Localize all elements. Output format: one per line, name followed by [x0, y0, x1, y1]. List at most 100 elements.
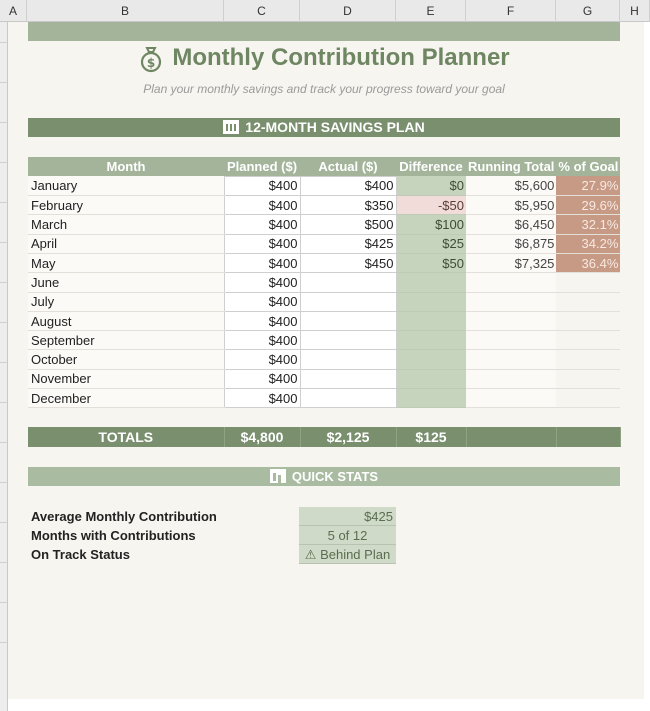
actual-cell[interactable]: $425 [299, 233, 397, 254]
difference-cell[interactable] [396, 388, 466, 409]
header-planned[interactable]: Planned ($) [224, 157, 300, 177]
planned-cell[interactable]: $400 [223, 349, 301, 370]
planned-cell[interactable]: $400 [223, 233, 301, 254]
totals-pct-blank[interactable] [556, 427, 621, 447]
running-total-cell[interactable] [466, 292, 557, 312]
worksheet[interactable]: $ Monthly Contribution Planner Plan your… [8, 22, 644, 699]
month-cell[interactable]: January [28, 176, 224, 197]
planned-cell[interactable]: $400 [223, 330, 301, 351]
stat-value-status[interactable]: ⚠ Behind Plan [299, 545, 396, 564]
pct-goal-cell[interactable] [556, 272, 621, 293]
stat-label-average[interactable]: Average Monthly Contribution [31, 509, 217, 524]
stat-value-months[interactable]: 5 of 12 [299, 526, 396, 545]
difference-cell[interactable]: $25 [396, 234, 466, 254]
running-total-cell[interactable] [466, 349, 557, 370]
pct-goal-cell[interactable] [556, 349, 621, 370]
running-total-cell[interactable] [466, 311, 557, 332]
header-pct-goal[interactable]: % of Goal [556, 157, 621, 177]
difference-cell[interactable]: $100 [396, 214, 466, 235]
running-total-cell[interactable]: $5,600 [466, 176, 557, 197]
planned-cell[interactable]: $400 [223, 214, 301, 235]
planned-cell[interactable]: $400 [223, 291, 301, 312]
actual-cell[interactable] [299, 272, 397, 293]
stat-label-status[interactable]: On Track Status [31, 547, 130, 562]
planned-cell[interactable]: $400 [223, 310, 301, 332]
planned-cell[interactable]: $400 [223, 388, 301, 409]
actual-cell[interactable]: $500 [299, 214, 397, 235]
month-cell[interactable]: April [28, 234, 224, 254]
actual-cell[interactable] [299, 291, 397, 312]
column-header-a[interactable]: A [0, 0, 27, 22]
month-cell[interactable]: September [28, 330, 224, 351]
column-header-b[interactable]: B [27, 0, 224, 22]
column-header-c[interactable]: C [224, 0, 300, 22]
planned-cell[interactable]: $400 [223, 252, 301, 274]
month-cell[interactable]: February [28, 195, 224, 216]
totals-planned[interactable]: $4,800 [224, 427, 301, 447]
pct-goal-cell[interactable]: 32.1% [556, 214, 621, 235]
month-cell[interactable]: July [28, 292, 224, 312]
column-header-f[interactable]: F [466, 0, 556, 22]
header-actual[interactable]: Actual ($) [300, 157, 396, 177]
header-month[interactable]: Month [28, 157, 224, 177]
running-total-cell[interactable]: $6,875 [466, 234, 557, 254]
difference-cell[interactable] [396, 292, 466, 312]
header-difference[interactable]: Difference [396, 157, 466, 177]
difference-cell[interactable]: $50 [396, 253, 466, 274]
month-cell[interactable]: August [28, 311, 224, 332]
actual-cell[interactable]: $350 [299, 195, 397, 216]
column-header-h[interactable]: H [620, 0, 650, 22]
running-total-cell[interactable] [466, 388, 557, 409]
actual-cell[interactable] [299, 388, 397, 409]
totals-running-blank[interactable] [466, 427, 557, 447]
month-cell[interactable]: December [28, 388, 224, 409]
actual-cell[interactable] [299, 368, 397, 390]
pct-goal-cell[interactable] [556, 369, 621, 390]
actual-cell[interactable]: $400 [299, 175, 397, 197]
month-cell[interactable]: May [28, 253, 224, 274]
difference-cell[interactable]: $0 [396, 176, 466, 197]
pct-goal-cell[interactable]: 29.6% [556, 195, 621, 216]
difference-cell[interactable]: -$50 [396, 195, 466, 216]
row-header-gutter[interactable] [0, 22, 8, 711]
difference-cell[interactable] [396, 311, 466, 332]
header-running-total[interactable]: Running Total [466, 157, 557, 177]
actual-cell[interactable] [299, 330, 397, 351]
difference-cell[interactable] [396, 272, 466, 293]
month-cell[interactable]: October [28, 349, 224, 370]
actual-cell[interactable]: $450 [299, 252, 397, 274]
difference-cell[interactable] [396, 330, 466, 351]
running-total-cell[interactable]: $6,450 [466, 214, 557, 235]
pct-goal-cell[interactable] [556, 388, 621, 409]
pct-goal-cell[interactable] [556, 311, 621, 332]
pct-goal-cell[interactable] [556, 292, 621, 312]
month-cell[interactable]: November [28, 369, 224, 390]
running-total-cell[interactable]: $5,950 [466, 195, 557, 216]
pct-goal-cell[interactable]: 27.9% [556, 176, 621, 197]
planned-cell[interactable]: $400 [223, 368, 301, 390]
running-total-cell[interactable] [466, 369, 557, 390]
stat-value-average[interactable]: $425 [299, 507, 396, 526]
actual-cell[interactable] [299, 310, 397, 332]
difference-cell[interactable] [396, 369, 466, 390]
stat-label-months[interactable]: Months with Contributions [31, 528, 196, 543]
planned-cell[interactable]: $400 [223, 195, 301, 216]
totals-actual[interactable]: $2,125 [300, 427, 397, 447]
totals-label[interactable]: TOTALS [28, 427, 225, 447]
month-cell[interactable]: June [28, 272, 224, 293]
difference-cell[interactable] [396, 349, 466, 370]
pct-goal-cell[interactable] [556, 330, 621, 351]
running-total-cell[interactable] [466, 272, 557, 293]
column-header-g[interactable]: G [556, 0, 620, 22]
pct-goal-cell[interactable]: 36.4% [556, 253, 621, 274]
running-total-cell[interactable] [466, 330, 557, 351]
column-header-d[interactable]: D [300, 0, 396, 22]
totals-difference[interactable]: $125 [396, 427, 467, 447]
column-header-e[interactable]: E [396, 0, 466, 22]
pct-goal-cell[interactable]: 34.2% [556, 234, 621, 254]
running-total-cell[interactable]: $7,325 [466, 253, 557, 274]
month-cell[interactable]: March [28, 214, 224, 235]
planned-cell[interactable]: $400 [223, 175, 301, 197]
planned-cell[interactable]: $400 [223, 272, 301, 293]
actual-cell[interactable] [299, 349, 397, 370]
